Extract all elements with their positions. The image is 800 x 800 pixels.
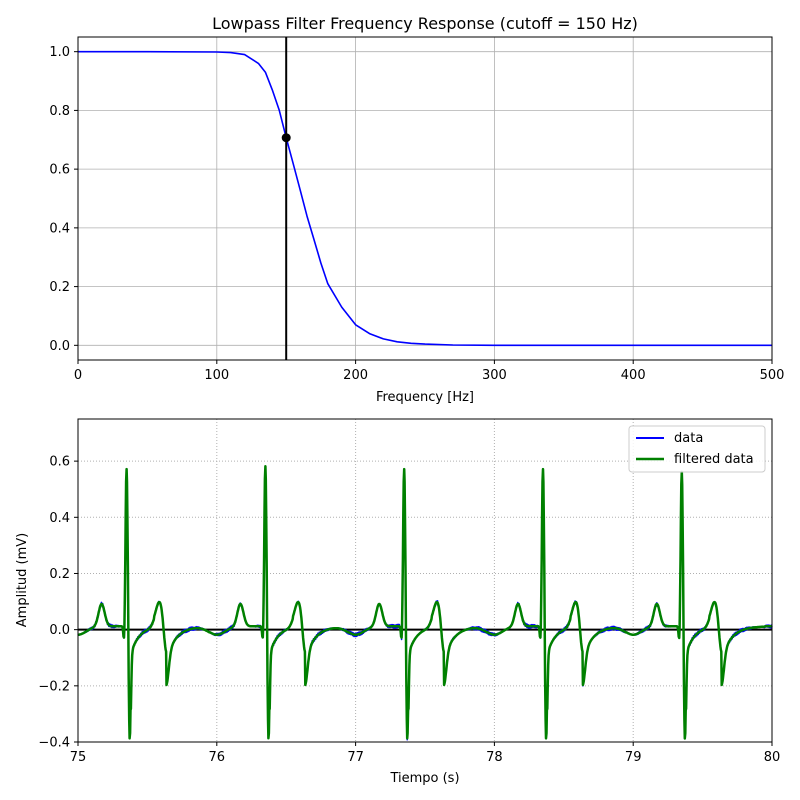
legend: data filtered data [628,425,766,473]
x-tick-label: 200 [343,368,368,383]
x-tick-label: 0 [74,368,82,383]
plot-frame [77,36,773,361]
y-tick-label: −0.2 [38,679,70,694]
y-tick-label: 0.0 [49,623,70,638]
x-tick-label: 400 [621,368,646,383]
plot-lines [77,465,773,741]
x-tick-label: 76 [209,750,226,765]
y-tick-label: 0.2 [49,567,70,582]
y-tick-label: −0.4 [38,736,70,751]
y-tick-label: 0.4 [49,511,70,526]
x-axis-label: Frequency [Hz] [376,390,474,405]
y-tick-label: 0.8 [49,104,70,119]
x-tick-label: 78 [486,750,503,765]
plot-lines [78,37,772,360]
x-tick-label: 100 [204,368,229,383]
y-tick-label: 0.4 [49,221,70,236]
y-axis-label: Amplitud (mV) [15,533,30,627]
x-tick-label: 300 [482,368,507,383]
axis-ticks: 0 100 200 300 400 500 0.0 0.2 0.4 0.6 0.8 1.0 [49,45,784,383]
x-axis-label: Tiempo (s) [389,771,459,786]
y-tick-label: 0.0 [49,339,70,354]
x-tick-label: 500 [760,368,785,383]
y-tick-label: 0.6 [49,455,70,470]
x-tick-label: 75 [70,750,87,765]
x-tick-label: 79 [625,750,642,765]
ecg-signal-panel: 75 76 77 78 79 80 −0.4 −0.2 0.0 0.2 0.4 0.6 Tiempo … [15,418,780,786]
axis-ticks: 75 76 77 78 79 80 −0.4 −0.2 0.0 0.2 0.4 0.6 [38,455,780,765]
plot-frame [77,418,773,743]
chart-title: Lowpass Filter Frequency Response (cutof… [212,14,638,33]
x-tick-label: 80 [764,750,781,765]
filtered-data-series-line [77,465,773,740]
frequency-response-panel: Lowpass Filter Frequency Response (cutof… [49,14,784,405]
cutoff-point [281,133,291,143]
y-tick-label: 0.6 [49,163,70,178]
x-tick-label: 77 [347,750,364,765]
response-curve [78,50,772,347]
y-tick-label: 0.2 [49,280,70,295]
legend-label-data: data [674,431,703,446]
y-tick-label: 1.0 [49,45,70,60]
legend-label-filtered: filtered data [674,452,754,467]
